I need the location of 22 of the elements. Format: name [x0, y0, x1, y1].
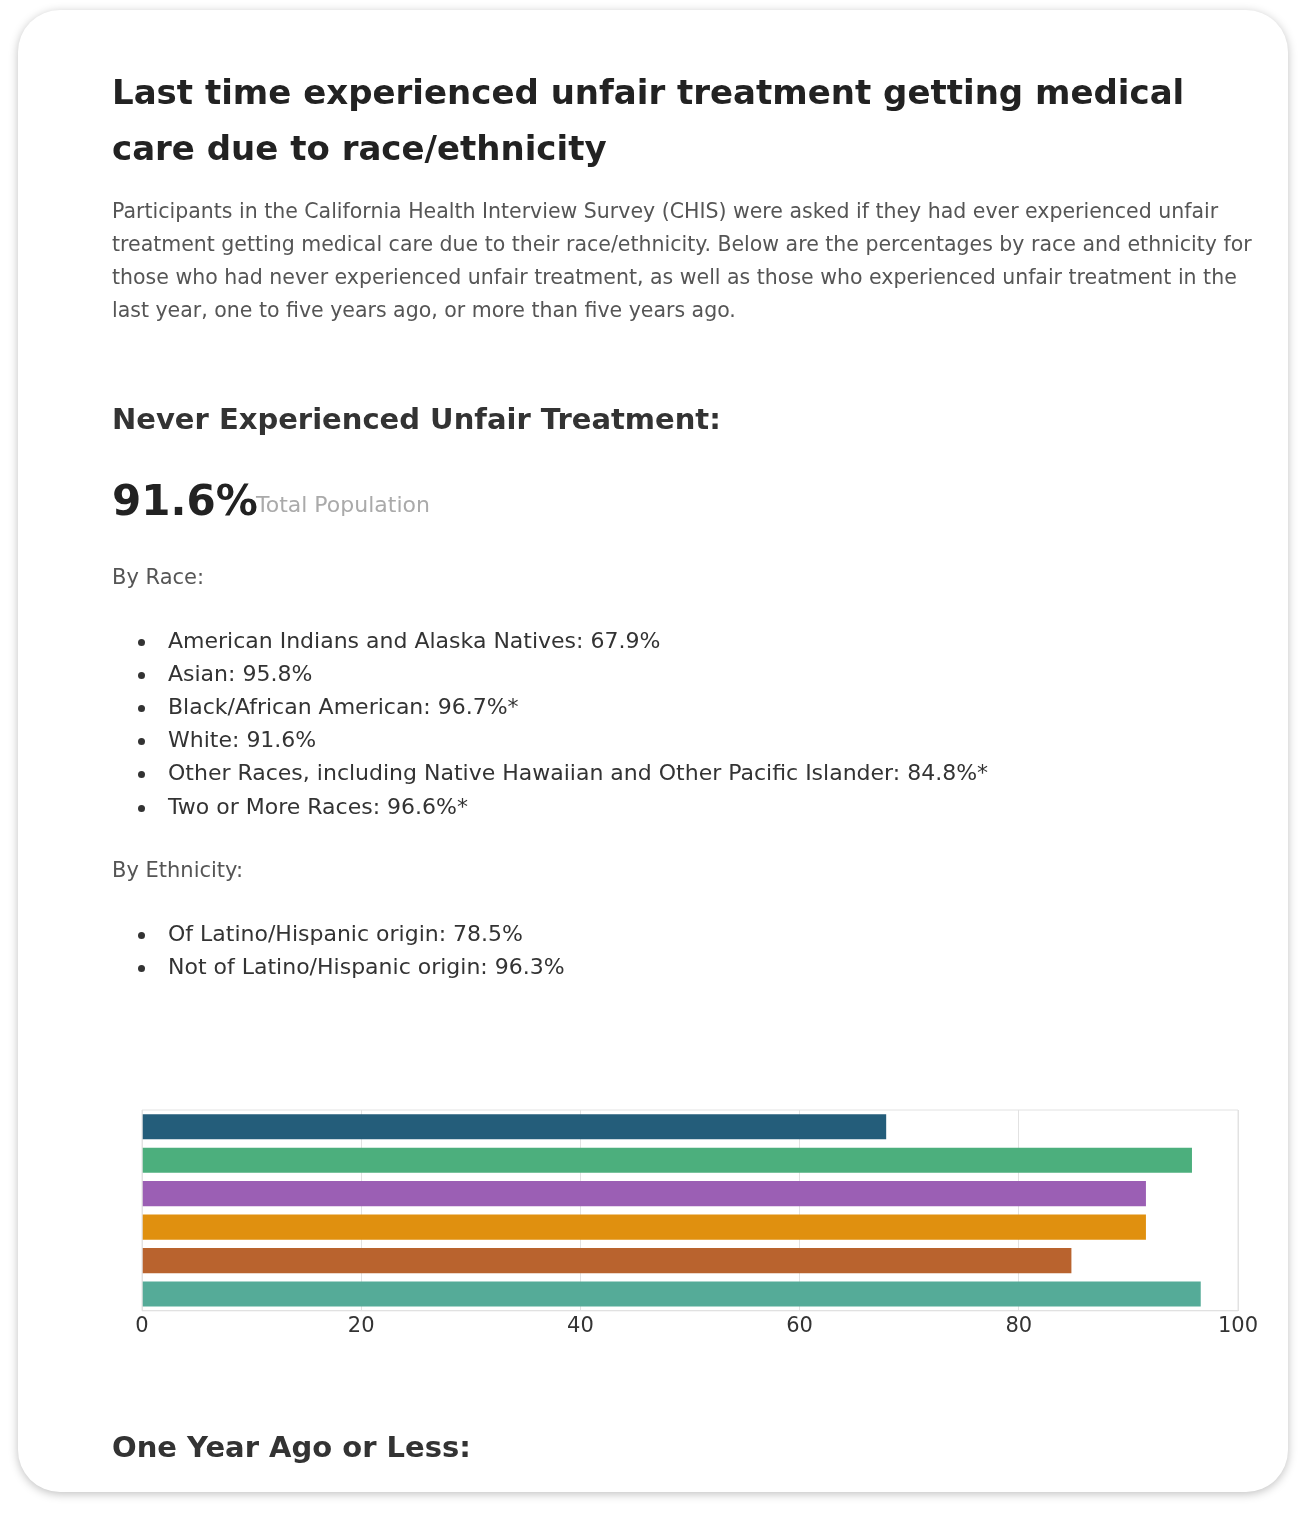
chart-title: Last time experienced unfair treatment getting medical care due to race/ethnicity	[112, 71, 1186, 170]
text: White: 91.6%	[168, 727, 317, 752]
x-tick-label: 20	[347, 1312, 375, 1337]
text: Two or More Races: 96.6%*	[168, 794, 468, 819]
text: By Ethnicity:	[112, 858, 244, 882]
x-tick-label: 0	[135, 1312, 149, 1337]
text: 91.6%	[112, 476, 258, 525]
text: Never Experienced Unfair Treatment:	[112, 402, 721, 436]
text: American Indians and Alaska Natives: 67.9%	[168, 628, 661, 653]
text: Total Population	[256, 492, 430, 517]
chart-subtitle: Participants in the California Health Interview Survey (CHIS) were asked if they had ever experienced unfair treatment getting medical care due to their race/ethnicity. Below are the percentages by race and ethnicity for those who had never experienced unfair treatment, as well as those who experienced unfair treatment in the last year, one to five years ago, or more than five years ago.	[112, 198, 1253, 324]
text: Of Latino/Hispanic origin: 78.5%	[168, 921, 523, 946]
x-tick-label: 100	[1217, 1312, 1259, 1337]
text: Other Races, including Native Hawaiian and Other Pacific Islander: 84.8%*	[168, 760, 989, 785]
text: Asian: 95.8%	[168, 661, 313, 686]
text: Black/African American: 96.7%*	[168, 694, 519, 719]
x-tick-label: 80	[1005, 1312, 1033, 1337]
text: One Year Ago or Less:	[112, 1430, 471, 1464]
text: Not of Latino/Hispanic origin: 96.3%	[168, 954, 565, 979]
text: By Race:	[112, 565, 205, 589]
x-tick-label: 60	[786, 1312, 813, 1337]
x-tick-label: 40	[567, 1312, 594, 1337]
